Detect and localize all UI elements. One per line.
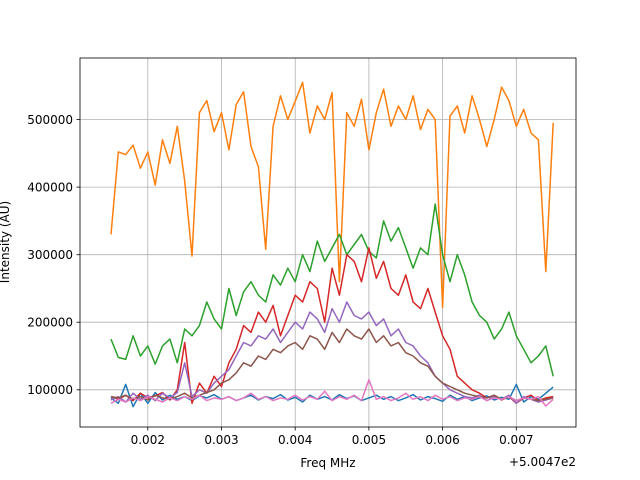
y-tick-label: 100000	[27, 383, 73, 397]
x-tick-label: 0.007	[499, 433, 533, 447]
plot-area	[80, 58, 576, 427]
series-line-7	[110, 378, 554, 407]
y-tick-label: 200000	[27, 316, 73, 330]
x-axis-label: Freq MHz	[300, 456, 355, 470]
x-tick-label: 0.006	[425, 433, 459, 447]
series-line-2	[110, 81, 554, 309]
y-axis-ticks: 100000 200000 300000 400000 500000	[27, 113, 80, 397]
x-tick-label: 0.003	[204, 433, 238, 447]
series-layer	[110, 81, 554, 408]
series-line-3	[110, 203, 554, 377]
x-axis-offset-label: +5.0047e2	[509, 455, 576, 469]
y-axis-label: Intensity (AU)	[0, 201, 12, 283]
y-tick-label: 300000	[27, 248, 73, 262]
x-tick-label: 0.002	[131, 433, 165, 447]
plot-frame	[79, 57, 577, 428]
y-tick-label: 500000	[27, 113, 73, 127]
x-axis-ticks: 0.002 0.003 0.004 0.005 0.006 0.007	[131, 427, 533, 447]
x-tick-label: 0.005	[352, 433, 386, 447]
y-tick-label: 400000	[27, 180, 73, 194]
series-line-5	[110, 301, 554, 405]
series-line-4	[110, 247, 554, 405]
x-tick-label: 0.004	[278, 433, 312, 447]
